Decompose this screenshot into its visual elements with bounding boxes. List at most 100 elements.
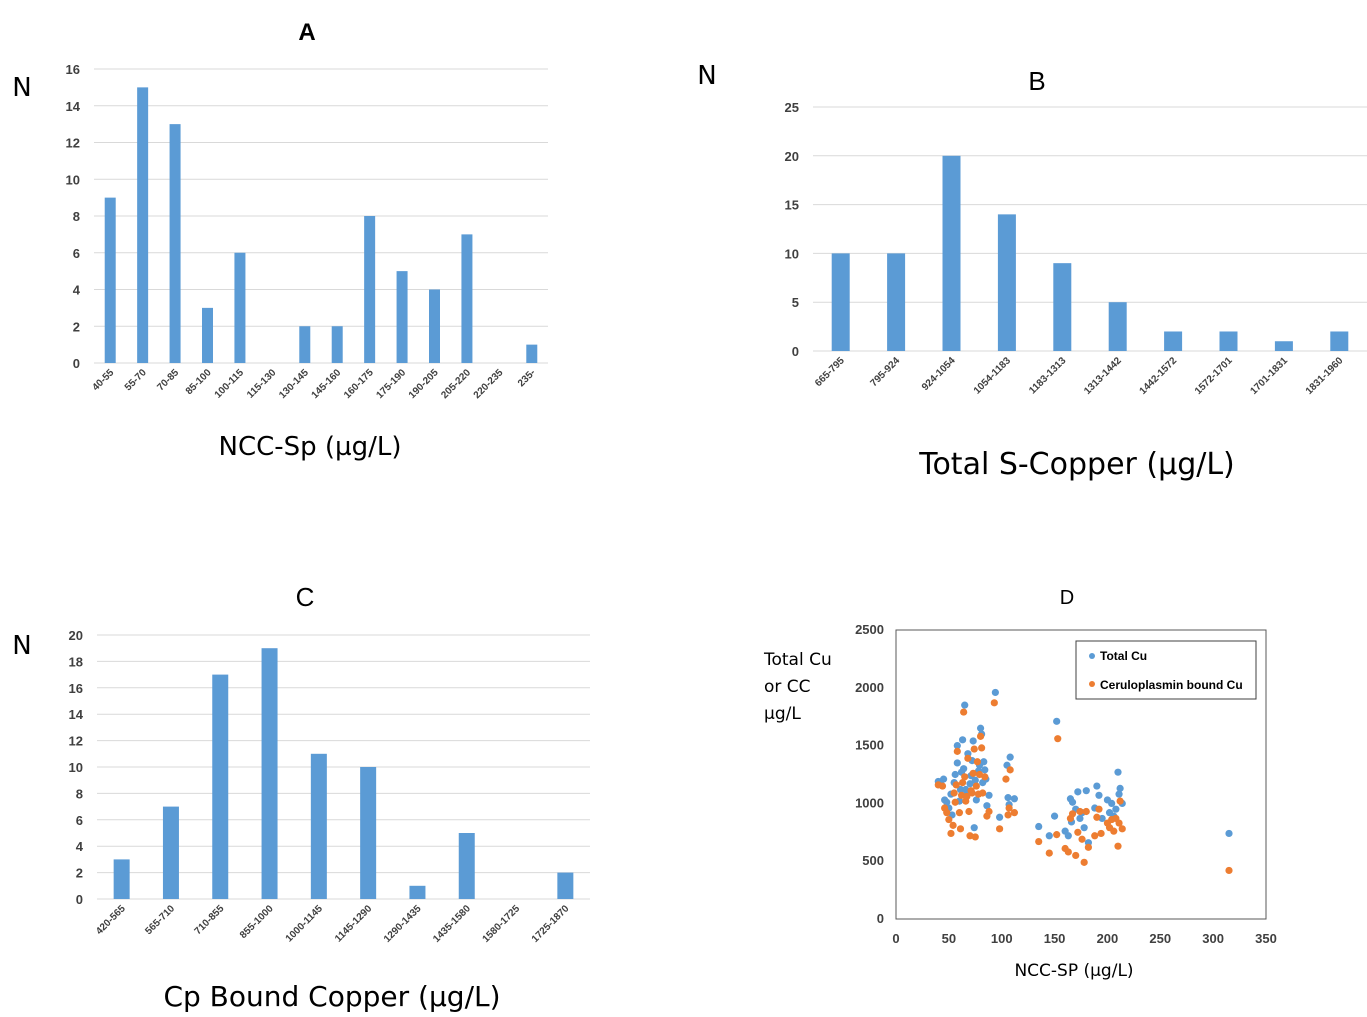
chart-b-bar (1108, 302, 1127, 351)
scatter-point-ceruloplasmin-bound-cu (964, 754, 972, 762)
scatter-point-ceruloplasmin-bound-cu (955, 809, 964, 817)
chart-d-ytick-label: 500 (862, 853, 884, 868)
chart-a-xtick-label: 100-115 (213, 367, 247, 401)
chart-a-xtick-label: 70-85 (155, 367, 181, 393)
chart-a-ytick-label: 14 (66, 99, 81, 114)
chart-c-bar (162, 806, 179, 899)
chart-d-xtick-label: 150 (1044, 931, 1066, 946)
chart-a-bar (331, 326, 343, 363)
chart-a-bar (137, 87, 149, 363)
chart-b-bar (1274, 341, 1293, 351)
scatter-point-ceruloplasmin-bound-cu (985, 807, 993, 816)
scatter-point-total-cu (960, 765, 968, 773)
chart-c-ytick-label: 20 (69, 628, 83, 643)
chart-a-bar (364, 216, 376, 363)
chart-a-xtick-label: 145-160 (310, 367, 344, 401)
scatter-point-total-cu (959, 736, 967, 744)
chart-a-bar (396, 271, 408, 363)
scatter-point-ceruloplasmin-bound-cu (976, 732, 985, 740)
chart-a-bar (429, 289, 440, 363)
chart-a-ytick-label: 2 (73, 319, 80, 334)
chart-a-xtick-label: 160-175 (342, 367, 376, 401)
chart-d-ylabel-line3: µg/L (764, 704, 801, 724)
scatter-point-total-cu (1035, 822, 1043, 831)
chart-c-xtick-label: 1000-1145 (284, 903, 326, 945)
chart-b-ytick-label: 5 (792, 295, 799, 310)
chart-c-bar (113, 859, 130, 899)
chart-d-xtick-label: 100 (991, 931, 1013, 946)
scatter-point-total-cu (983, 802, 991, 810)
chart-b-ylabel: N (697, 61, 716, 91)
chart-b-xtick-label: 1831-1960 (1304, 355, 1346, 397)
chart-b-ytick-label: 0 (792, 344, 799, 359)
scatter-point-ceruloplasmin-bound-cu (990, 699, 998, 707)
scatter-point-total-cu (981, 766, 989, 774)
scatter-point-total-cu (1068, 798, 1077, 806)
scatter-point-ceruloplasmin-bound-cu (1068, 810, 1077, 818)
chart-c-xtick-label: 710-855 (193, 903, 227, 937)
scatter-point-ceruloplasmin-bound-cu (1004, 811, 1012, 819)
chart-a-bar (202, 307, 213, 363)
chart-c-ytick-label: 8 (76, 786, 83, 801)
scatter-point-total-cu (991, 688, 999, 697)
chart-c-xtick-label: 565-710 (143, 903, 177, 937)
scatter-point-ceruloplasmin-bound-cu (981, 773, 989, 781)
scatter-point-ceruloplasmin-bound-cu (1114, 842, 1122, 850)
chart-c-ylabel: N (12, 631, 31, 661)
scatter-point-total-cu (1114, 768, 1122, 776)
chart-c-xtick-label: 855-1000 (238, 903, 276, 941)
chart-a-xtick-label: 235- (516, 367, 538, 389)
scatter-point-total-cu (969, 737, 977, 745)
scatter-point-ceruloplasmin-bound-cu (968, 789, 976, 797)
scatter-point-ceruloplasmin-bound-cu (969, 769, 977, 777)
chart-panel-b: B N 0 5 10 15 20 25 665-795 795-924 924-1054 105… (697, 61, 1367, 482)
scatter-point-total-cu (1115, 790, 1123, 798)
scatter-point-total-cu (1010, 795, 1019, 803)
scatter-point-total-cu (1045, 832, 1053, 840)
chart-b-xtick-label: 1701-1831 (1248, 355, 1290, 397)
scatter-point-ceruloplasmin-bound-cu (1097, 829, 1105, 838)
chart-b-xtick-label: 1313-1442 (1082, 355, 1124, 397)
scatter-point-total-cu (1076, 814, 1084, 823)
scatter-point-ceruloplasmin-bound-cu (945, 815, 953, 824)
scatter-point-total-cu (953, 759, 961, 767)
scatter-point-ceruloplasmin-bound-cu (972, 782, 980, 790)
legend-label-total-cu: Total Cu (1100, 649, 1147, 663)
scatter-point-ceruloplasmin-bound-cu (1045, 849, 1053, 857)
scatter-point-total-cu (1004, 794, 1012, 802)
legend-marker-total-cu (1089, 653, 1095, 659)
scatter-point-total-cu (1053, 717, 1061, 725)
scatter-point-ceruloplasmin-bound-cu (970, 745, 978, 753)
chart-c-xtick-label: 1725-1870 (530, 903, 572, 945)
chart-a-xtick-label: 130-145 (277, 367, 311, 401)
scatter-point-ceruloplasmin-bound-cu (978, 744, 986, 752)
chart-a-ytick-label: 4 (73, 283, 81, 298)
scatter-point-total-cu (1112, 805, 1120, 813)
scatter-point-total-cu (970, 824, 978, 832)
scatter-point-ceruloplasmin-bound-cu (965, 807, 973, 816)
scatter-point-ceruloplasmin-bound-cu (1072, 851, 1080, 860)
scatter-point-ceruloplasmin-bound-cu (1002, 775, 1010, 783)
chart-b-bar (1164, 331, 1183, 351)
chart-c-ytick-label: 14 (69, 707, 84, 722)
scatter-point-ceruloplasmin-bound-cu (973, 758, 982, 766)
scatter-point-ceruloplasmin-bound-cu (1115, 819, 1123, 827)
scatter-point-total-cu (972, 796, 980, 804)
scatter-point-total-cu (943, 798, 951, 806)
chart-b-xtick-label: 795-924 (868, 355, 902, 389)
chart-c-xtick-label: 1290-1435 (382, 903, 424, 945)
chart-a-bar (299, 326, 311, 363)
chart-c-bar (212, 674, 229, 899)
scatter-point-ceruloplasmin-bound-cu (951, 798, 959, 806)
chart-c-xtick-label: 1145-1290 (333, 903, 375, 945)
chart-a-ytick-label: 10 (66, 172, 80, 187)
chart-a-xtick-label: 220-235 (472, 367, 506, 401)
chart-a-xtick-label: 190-205 (407, 367, 441, 401)
chart-b-xtick-label: 1183-1313 (1027, 355, 1069, 397)
chart-d-legend: Total Cu Ceruloplasmin bound Cu (1075, 640, 1257, 700)
chart-b-xlabel: Total S-Copper (µg/L) (918, 447, 1235, 482)
chart-b-title: B (1028, 66, 1045, 96)
legend-marker-ceruloplasmin-bound-cu (1089, 681, 1095, 687)
scatter-point-total-cu (1093, 782, 1101, 790)
